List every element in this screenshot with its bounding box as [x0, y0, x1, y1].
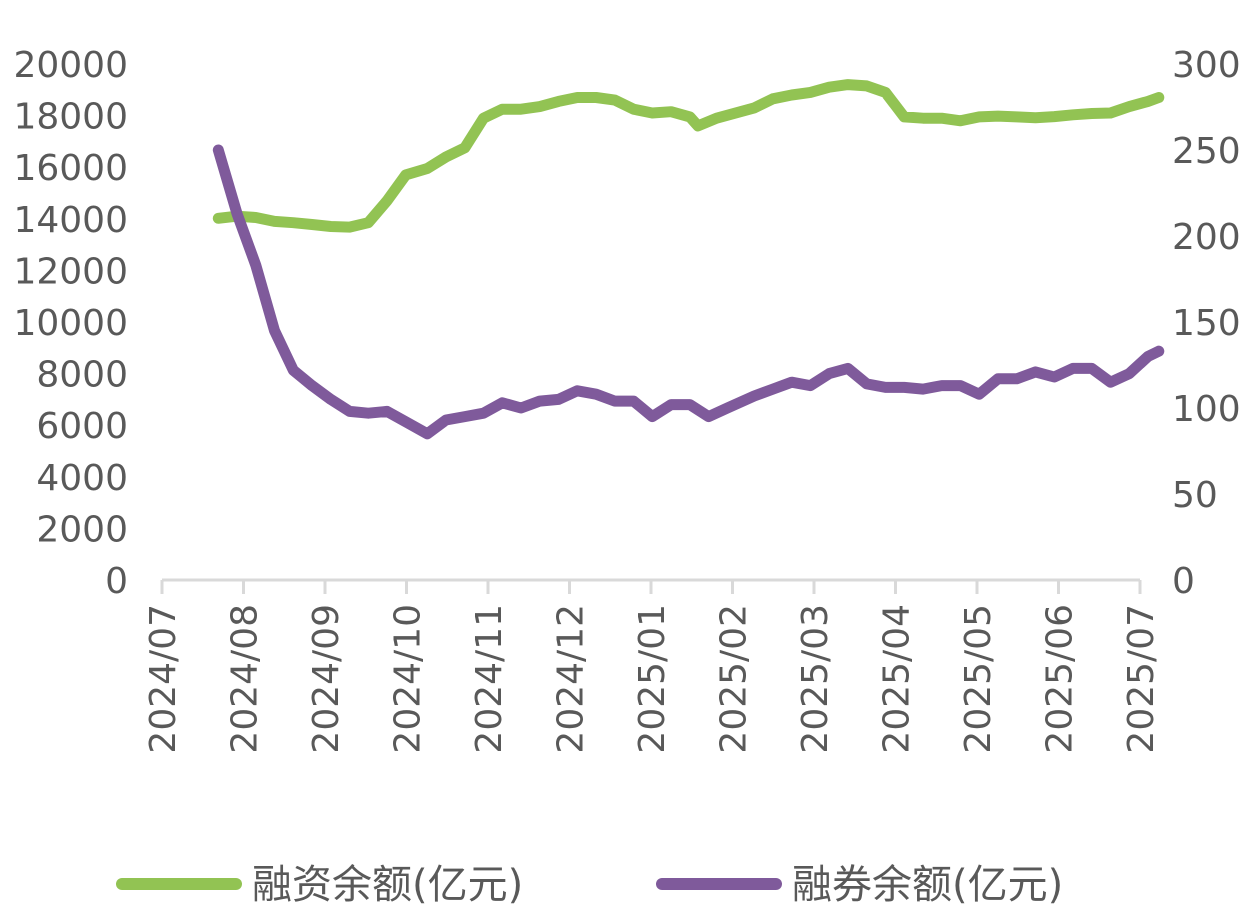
x-tick-label: 2025/03 [795, 604, 836, 754]
legend: 融资余额(亿元) 融券余额(亿元) [116, 862, 1063, 908]
x-tick-label: 2025/05 [958, 604, 999, 754]
x-tick-label: 2024/10 [388, 604, 429, 754]
series-line-2 [212, 144, 1165, 440]
right-tick-label: 300 [1172, 45, 1241, 86]
left-tick-label: 20000 [13, 45, 128, 86]
series-line-1 [212, 79, 1165, 233]
right-tick-label: 250 [1172, 131, 1241, 172]
right-tick-label: 200 [1172, 217, 1241, 258]
legend-label-2: 融券余额(亿元) [792, 862, 1063, 908]
x-tick-label: 2024/09 [306, 604, 347, 754]
left-tick-label: 16000 [13, 148, 128, 189]
left-tick-label: 6000 [36, 406, 128, 447]
x-tick-label: 2025/07 [1121, 604, 1162, 754]
right-tick-label: 50 [1172, 475, 1218, 516]
left-tick-label: 4000 [36, 458, 128, 499]
left-tick-label: 12000 [13, 251, 128, 292]
x-tick-label: 2024/11 [469, 604, 510, 754]
x-tick-label: 2025/04 [877, 604, 918, 754]
right-tick-label: 100 [1172, 389, 1241, 430]
left-tick-label: 18000 [13, 97, 128, 138]
left-tick-label: 8000 [36, 355, 128, 396]
x-tick-label: 2024/07 [143, 604, 184, 754]
x-tick-label: 2025/02 [714, 604, 755, 754]
right-tick-label: 150 [1172, 303, 1241, 344]
left-tick-label: 14000 [13, 200, 128, 241]
left-tick-label: 2000 [36, 509, 128, 550]
x-axis-ticks: 2024/07 2024/08 2024/09 2024/10 2024/11 2024/… [143, 580, 1162, 754]
right-tick-label: 0 [1172, 561, 1195, 602]
x-tick-label: 2025/06 [1040, 604, 1081, 754]
x-tick-label: 2024/12 [551, 604, 592, 754]
right-axis-ticks: 0 50 100 150 200 250 300 [1172, 45, 1241, 602]
legend-label-1: 融资余额(亿元) [252, 862, 523, 908]
left-axis-ticks: 0 2000 4000 6000 8000 10000 12000 14000 16000 180… [13, 45, 128, 602]
left-tick-label: 0 [105, 561, 128, 602]
series-lines [212, 79, 1165, 440]
x-tick-label: 2025/01 [632, 604, 673, 754]
left-tick-label: 10000 [13, 303, 128, 344]
x-tick-label: 2024/08 [225, 604, 266, 754]
